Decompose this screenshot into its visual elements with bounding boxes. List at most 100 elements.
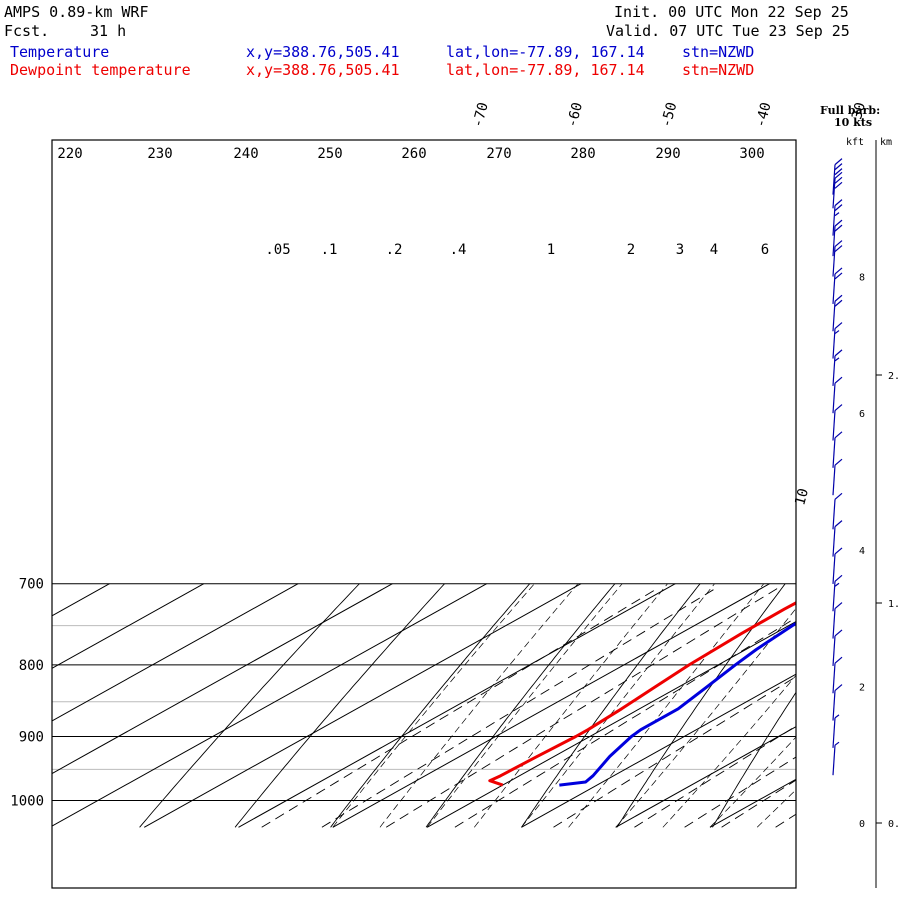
- dry-adiabat: [425, 583, 616, 828]
- wind-barb: [832, 520, 843, 557]
- pressure-tick-label: 900: [19, 729, 44, 745]
- isotherm-line: [238, 583, 676, 828]
- mixing-ratio-label: 6: [761, 242, 769, 258]
- theta-label: 270: [486, 146, 511, 162]
- isotherm-line: [332, 583, 770, 828]
- dry-adiabat: [521, 583, 701, 828]
- kft-tick-label: 2: [859, 682, 865, 693]
- theta-label: 220: [57, 146, 82, 162]
- wind-barb-flag: [834, 294, 843, 302]
- forecast-label: Fcst.: [4, 22, 50, 40]
- dewpoint-line: [488, 601, 796, 787]
- wind-barb: [832, 294, 843, 332]
- moist-adiabat: [474, 583, 668, 828]
- dry-adiabat: [712, 691, 796, 828]
- legend-temperature: Temperature: [10, 43, 110, 61]
- moist-adiabat: [379, 583, 579, 828]
- wind-barb-flag: [834, 267, 843, 275]
- isotherm-label: 10: [792, 487, 812, 507]
- wind-barb: [832, 349, 843, 386]
- theta-label: 300: [739, 146, 764, 162]
- dry-adiabat: [616, 583, 786, 828]
- isotherm-line: [52, 583, 110, 617]
- isotherm-line: [143, 583, 582, 828]
- theta-label: 280: [570, 146, 595, 162]
- wind-barb: [832, 219, 843, 257]
- coords-xy-dew: x,y=388.76,505.41: [246, 61, 400, 79]
- pressure-tick-label: 700: [19, 577, 44, 593]
- wind-barb: [832, 492, 843, 530]
- dry-adiabat: [808, 584, 900, 828]
- barb-legend-line1: Full barb:: [820, 104, 880, 117]
- theta-label: 250: [317, 146, 342, 162]
- wind-barb: [832, 458, 843, 496]
- mixing-ratio-line: [721, 779, 796, 828]
- wind-barb-staff: [832, 226, 836, 257]
- wind-barb-flag: [834, 272, 843, 280]
- wind-barb-half: [834, 212, 840, 217]
- moist-adiabat: [709, 736, 796, 828]
- wind-barb-flag: [834, 199, 843, 207]
- mixing-ratio-label: .4: [450, 242, 467, 258]
- mixing-ratio-line: [385, 587, 779, 828]
- wind-barb-staff: [832, 383, 836, 414]
- mixing-ratio-line: [634, 725, 796, 828]
- theta-label: 230: [147, 146, 172, 162]
- barb-legend-line2: 10 kts: [834, 116, 872, 129]
- wind-barb: [832, 322, 843, 359]
- wind-barb-half: [834, 330, 840, 335]
- wind-barb-staff: [832, 355, 836, 386]
- mixing-ratio-label: .2: [386, 242, 403, 258]
- wind-barb-flag: [834, 520, 843, 528]
- wind-barb-flag: [834, 602, 843, 610]
- isotherm-line: [804, 584, 900, 828]
- background-lines: [52, 583, 900, 828]
- wind-barb-flag: [834, 629, 843, 637]
- isotherm-line: [615, 726, 796, 828]
- coords-latlon-temp: lat,lon=-77.89, 167.14: [446, 43, 645, 61]
- km-tick-label: 1.: [888, 599, 900, 610]
- mixing-ratio-label: 1: [547, 242, 555, 258]
- wind-barb-flag: [834, 492, 843, 500]
- isotherm-line: [426, 620, 796, 828]
- wind-barb-staff: [832, 273, 836, 304]
- wind-barb: [832, 714, 840, 748]
- valid-time: Valid. 07 UTC Tue 23 Sep 25: [606, 22, 850, 40]
- wind-barb-half: [834, 357, 840, 362]
- isotherm-line: [52, 583, 487, 827]
- wind-barb-flag: [834, 458, 843, 466]
- isotherm-line: [709, 778, 796, 828]
- wind-barb-staff: [832, 553, 836, 584]
- kft-label: kft: [846, 137, 864, 148]
- mixing-ratio-label: 2: [627, 242, 635, 258]
- pressure-tick-label: 800: [19, 658, 44, 674]
- isotherm-label: -50: [658, 101, 680, 130]
- isotherm-label: -60: [564, 101, 586, 130]
- wind-barb-staff: [832, 246, 836, 277]
- wind-barb-flag: [834, 158, 843, 166]
- wind-barb-half: [834, 714, 840, 719]
- coords-xy-temp: x,y=388.76,505.41: [246, 43, 400, 61]
- km-tick-label: 2.: [888, 371, 900, 382]
- mixing-ratio-line: [321, 587, 717, 828]
- forecast-hour: 31 h: [90, 22, 127, 40]
- isotherm-line: [52, 583, 393, 775]
- wind-barb-staff: [832, 499, 836, 530]
- km-label: km: [880, 137, 892, 148]
- wind-barb-flag: [834, 171, 843, 179]
- dry-adiabat: [139, 583, 360, 828]
- kft-tick-label: 4: [859, 546, 865, 557]
- isotherm-line: [52, 583, 205, 669]
- wind-barb-flag: [834, 404, 843, 411]
- wind-barb-staff: [832, 465, 836, 496]
- wind-barb: [832, 602, 843, 639]
- isotherm-label: -40: [753, 101, 775, 130]
- kft-tick-label: 8: [859, 273, 865, 284]
- axes: [52, 583, 796, 801]
- wind-barb: [832, 547, 843, 584]
- wind-barb-flag: [834, 431, 843, 439]
- moist-adiabat: [756, 789, 796, 828]
- moist-adiabat: [568, 583, 765, 828]
- mixing-ratio-line: [454, 617, 796, 828]
